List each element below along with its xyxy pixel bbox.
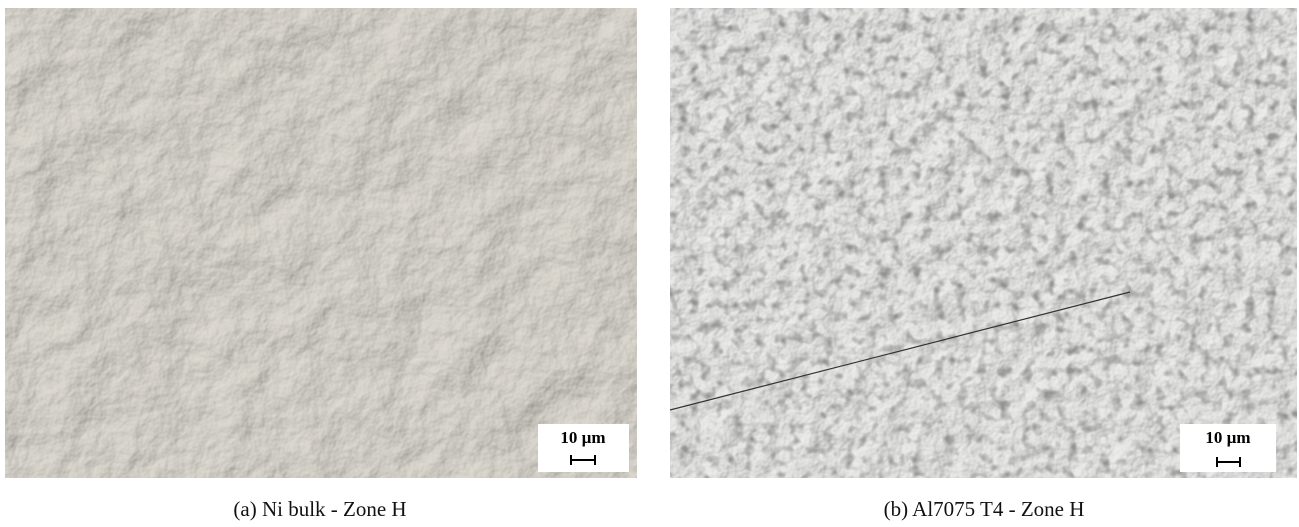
scale-label: 10 µm [1205,428,1250,447]
panel-a: 10 µm (a) Ni bulk - Zone H [5,8,637,521]
panel-b: 10 µm (b) Al7075 T4 - Zone H [670,8,1297,521]
micrograph-a [5,8,637,478]
page: {"panels": [ {"caption": "(a) Ni bulk - … [0,0,1299,527]
micrograph-b [670,8,1297,478]
caption: (b) Al7075 T4 - Zone H [884,497,1085,521]
scale-label: 10 µm [560,428,605,447]
caption: (a) Ni bulk - Zone H [233,497,406,521]
figure: 10 µm (a) Ni bulk - Zone H 10 µm (b) Al7… [0,0,1299,527]
